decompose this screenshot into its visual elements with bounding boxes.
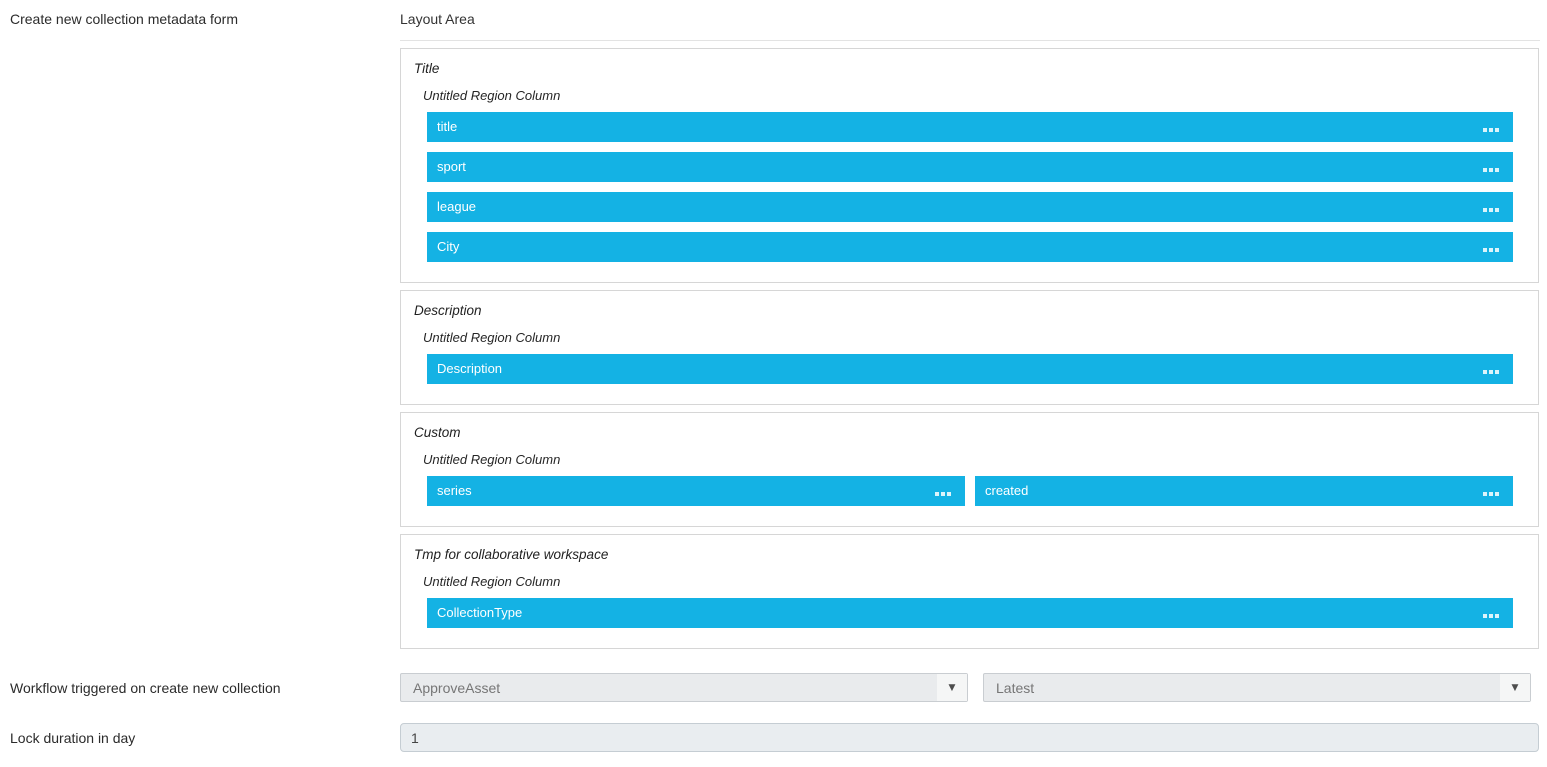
dropdown-arrow-button[interactable]: ▼ <box>1500 674 1530 701</box>
dropdown-arrow-button[interactable]: ▼ <box>937 674 967 701</box>
field-bar-label: league <box>437 199 477 214</box>
drag-handle-icon[interactable] <box>1483 491 1499 496</box>
field-bar-league[interactable]: league <box>427 192 1513 222</box>
workflow-version-dropdown-value: Latest <box>996 679 1035 696</box>
field-bar-list: Description <box>427 354 1513 384</box>
field-bar-series[interactable]: series <box>427 476 965 506</box>
workflow-dropdown[interactable]: ApproveAsset ▼ <box>400 673 968 702</box>
workflow-dropdown-value: ApproveAsset <box>413 679 501 696</box>
lock-duration-field-wrap <box>400 723 1540 752</box>
drag-handle-icon[interactable] <box>1483 127 1499 132</box>
drag-handle-icon[interactable] <box>1483 247 1499 252</box>
drag-handle-icon[interactable] <box>1483 207 1499 212</box>
layout-area: Layout Area Title Untitled Region Column… <box>400 10 1540 656</box>
layout-area-title: Layout Area <box>400 11 475 27</box>
field-bar-title[interactable]: title <box>427 112 1513 142</box>
layout-section-tmp-workspace: Tmp for collaborative workspace Untitled… <box>400 534 1539 649</box>
layout-section-description: Description Untitled Region Column Descr… <box>400 290 1539 405</box>
drag-handle-icon[interactable] <box>1483 167 1499 172</box>
layout-area-divider <box>400 40 1540 41</box>
field-bar-list: CollectionType <box>427 598 1513 628</box>
lock-duration-input[interactable] <box>400 723 1539 752</box>
layout-section-custom: Custom Untitled Region Column series cre… <box>400 412 1539 527</box>
field-bar-created[interactable]: created <box>975 476 1513 506</box>
region-column-label: Untitled Region Column <box>423 574 561 589</box>
region-column-label: Untitled Region Column <box>423 330 561 345</box>
field-bar-sport[interactable]: sport <box>427 152 1513 182</box>
field-bar-city[interactable]: City <box>427 232 1513 262</box>
form-section-label: Create new collection metadata form <box>10 11 238 27</box>
field-bar-list: title sport league City <box>427 112 1513 262</box>
workflow-label: Workflow triggered on create new collect… <box>10 679 281 696</box>
layout-section-title: Title Untitled Region Column title sport… <box>400 48 1539 283</box>
field-bar-label: title <box>437 119 458 134</box>
region-column-label: Untitled Region Column <box>423 88 561 103</box>
chevron-down-icon: ▼ <box>948 682 956 693</box>
field-bar-label: Description <box>437 361 503 376</box>
section-title: Custom <box>414 425 461 440</box>
section-title: Tmp for collaborative workspace <box>414 547 609 562</box>
field-bar-collectiontype[interactable]: CollectionType <box>427 598 1513 628</box>
chevron-down-icon: ▼ <box>1511 682 1519 693</box>
field-bar-label: City <box>437 239 460 254</box>
section-title: Description <box>414 303 482 318</box>
field-bar-list: series created <box>427 476 1513 506</box>
drag-handle-icon[interactable] <box>1483 613 1499 618</box>
workflow-dropdown-group: ApproveAsset ▼ Latest ▼ <box>400 673 1540 702</box>
field-bar-label: sport <box>437 159 466 174</box>
region-column-label: Untitled Region Column <box>423 452 561 467</box>
field-bar-description[interactable]: Description <box>427 354 1513 384</box>
drag-handle-icon[interactable] <box>1483 369 1499 374</box>
field-bar-label: series <box>437 483 472 498</box>
section-title: Title <box>414 61 440 76</box>
field-bar-label: CollectionType <box>437 605 523 620</box>
workflow-version-dropdown[interactable]: Latest ▼ <box>983 673 1531 702</box>
field-bar-label: created <box>985 483 1029 498</box>
drag-handle-icon[interactable] <box>935 491 951 496</box>
lock-duration-label: Lock duration in day <box>10 729 136 746</box>
